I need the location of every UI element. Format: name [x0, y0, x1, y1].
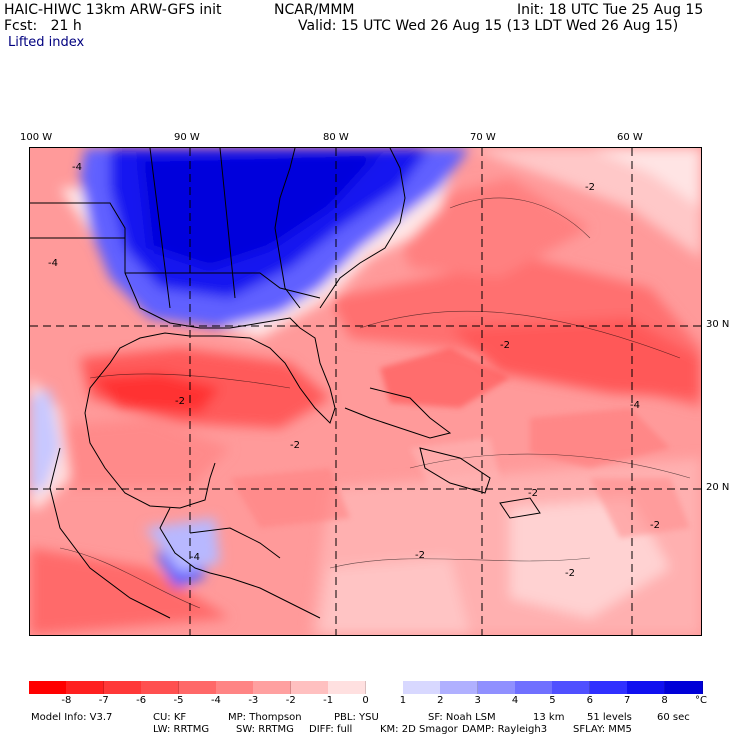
model-title: HAIC-HIWC 13km ARW-GFS init — [4, 2, 222, 18]
model-info-sw: SW: RRTMG — [236, 724, 294, 735]
lat-label-20n: 20 N — [706, 482, 730, 493]
colorbar-tick-label: -7 — [98, 695, 109, 706]
colorbar-segment — [627, 681, 666, 694]
contour-label-group: -4 -4 -2 -2 -2 -2 -2 -4 -2 -2 -4 -2 — [48, 162, 660, 579]
colorbar-tick-label: 6 — [586, 695, 594, 706]
colorbar-segment — [141, 681, 180, 694]
colorbar-segment — [477, 681, 516, 694]
lon-label-70w: 70 W — [470, 132, 496, 143]
contour-label: -2 — [565, 568, 575, 579]
colorbar-segment — [440, 681, 479, 694]
colorbar-segment — [178, 681, 217, 694]
colorbar-segment — [215, 681, 254, 694]
contour-label: -2 — [415, 550, 425, 561]
colorbar-segment — [402, 681, 441, 694]
colorbar-segment — [552, 681, 591, 694]
colorbar-unit: °C — [695, 695, 707, 706]
model-info-version: Model Info: V3.7 — [31, 712, 113, 723]
colorbar-tick-label: -5 — [173, 695, 184, 706]
lon-label-60w: 60 W — [617, 132, 643, 143]
contour-label: -4 — [190, 552, 200, 563]
colorbar-segment — [589, 681, 628, 694]
model-info-mp: MP: Thompson — [228, 712, 302, 723]
contour-label: -2 — [528, 488, 538, 499]
colorbar-segment — [290, 681, 329, 694]
coastlines — [30, 148, 541, 619]
model-info-resolution: 13 km — [533, 712, 565, 723]
colorbar-tick-label: -8 — [61, 695, 72, 706]
model-info-diff: DIFF: full — [309, 724, 353, 735]
contour-label: -2 — [175, 396, 185, 407]
colorbar-segment — [365, 681, 404, 694]
colorbar-tick-label: -3 — [248, 695, 259, 706]
model-info-lw: LW: RRTMG — [153, 724, 210, 735]
lat-label-30n: 30 N — [706, 319, 730, 330]
model-info-pbl: PBL: YSU — [334, 712, 379, 723]
contour-label: -2 — [290, 440, 300, 451]
model-info-sf: SF: Noah LSM — [428, 712, 496, 723]
model-info-cu: CU: KF — [153, 712, 187, 723]
contour-label: -2 — [500, 340, 510, 351]
model-info-sflay: SFLAY: MM5 — [573, 724, 632, 735]
model-info-damp: DAMP: Rayleigh3 — [462, 724, 548, 735]
model-info-timestep: 60 sec — [657, 712, 690, 723]
init-time: Init: 18 UTC Tue 25 Aug 15 — [517, 2, 704, 18]
latlon-grid — [30, 148, 701, 635]
contour-label: -4 — [630, 400, 640, 411]
field-texture — [230, 348, 690, 538]
colorbar-segment — [515, 681, 554, 694]
forecast-hour: Fcst: 21 h — [4, 18, 82, 34]
colorbar-tick-label: 1 — [399, 695, 407, 706]
contour-label: -4 — [48, 258, 58, 269]
contour-label: -4 — [72, 162, 82, 173]
colorbar-segment — [328, 681, 367, 694]
organization-label: NCAR/MMM — [274, 2, 355, 18]
colorbar-tick-label: 4 — [511, 695, 519, 706]
colorbar-segment — [103, 681, 142, 694]
contour-label: -2 — [650, 520, 660, 531]
model-info-km: KM: 2D Smagor — [380, 724, 458, 735]
colorbar — [29, 681, 703, 694]
contour-label: -2 — [585, 182, 595, 193]
valid-time: Valid: 15 UTC Wed 26 Aug 15 (13 LDT Wed … — [298, 18, 679, 34]
lon-label-80w: 80 W — [323, 132, 349, 143]
colorbar-segment — [253, 681, 292, 694]
field-name: Lifted index — [8, 35, 85, 50]
lon-label-90w: 90 W — [174, 132, 200, 143]
colorbar-tick-label: 7 — [624, 695, 631, 706]
colorbar-tick-label: -2 — [285, 695, 296, 706]
colorbar-tick-label: 2 — [437, 695, 444, 706]
lifted-index-map: -4 -4 -2 -2 -2 -2 -2 -4 -2 -2 -4 -2 — [29, 147, 702, 636]
colorbar-tick-label: -1 — [323, 695, 334, 706]
colorbar-segment — [66, 681, 105, 694]
colorbar-segment — [664, 681, 703, 694]
colorbar-tick-label: -6 — [136, 695, 147, 706]
contour-lines — [59, 197, 691, 609]
colorbar-tick-label: 5 — [549, 695, 556, 706]
colorbar-tick-label: -4 — [210, 695, 221, 706]
colorbar-tick-label: 3 — [474, 695, 481, 706]
colorbar-tick-label: 8 — [661, 695, 668, 706]
colorbar-segment — [29, 681, 67, 694]
lon-label-100w: 100 W — [20, 132, 53, 143]
map-canvas: -4 -4 -2 -2 -2 -2 -2 -4 -2 -2 -4 -2 — [30, 148, 701, 635]
colorbar-tick-label: 0 — [362, 695, 369, 706]
model-info-levels: 51 levels — [587, 712, 632, 723]
